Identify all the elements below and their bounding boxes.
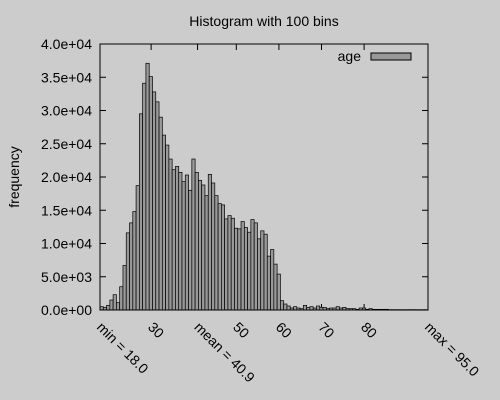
histogram-bar bbox=[217, 203, 222, 311]
histogram-bar bbox=[109, 299, 114, 311]
histogram-bar bbox=[181, 181, 186, 311]
histogram-bar bbox=[224, 218, 229, 311]
histogram-bar bbox=[280, 300, 285, 311]
histogram-bar bbox=[171, 169, 176, 311]
histogram-bar bbox=[148, 76, 153, 311]
histogram-bar bbox=[263, 233, 268, 311]
histogram-bar bbox=[175, 166, 180, 311]
plot-frame bbox=[99, 43, 429, 311]
histogram-bar bbox=[191, 158, 196, 311]
histogram-bar bbox=[276, 273, 281, 311]
histogram-bar bbox=[152, 91, 157, 311]
histogram-bar bbox=[250, 219, 255, 311]
histogram-bar bbox=[207, 173, 212, 311]
x-tick-label: 30 bbox=[145, 319, 167, 341]
histogram-bar bbox=[234, 227, 239, 311]
x-tick-label: 70 bbox=[315, 319, 337, 341]
histogram-bar bbox=[168, 158, 173, 311]
histogram-bar bbox=[194, 171, 199, 311]
x-tick-label: 80 bbox=[358, 319, 380, 341]
chart-title: Histogram with 100 bins bbox=[189, 13, 338, 29]
histogram-bar bbox=[116, 302, 121, 311]
histogram-bar bbox=[211, 182, 216, 311]
histogram-bar bbox=[158, 116, 163, 311]
histogram-bar bbox=[253, 222, 258, 311]
histogram-bar bbox=[142, 82, 147, 311]
x-tick-label: 50 bbox=[230, 319, 252, 341]
x-tick-label: max = 95.0 bbox=[422, 319, 483, 380]
y-tick-label: 3.0e+04 bbox=[41, 103, 92, 119]
histogram-bar bbox=[184, 174, 189, 311]
histogram-bar bbox=[247, 231, 252, 311]
y-tick-label: 5.0e+03 bbox=[41, 269, 92, 285]
y-axis: 0.0e+00 5.0e+03 1.0e+04 1.5e+04 2.0e+04 2.5e+… bbox=[41, 36, 428, 318]
histogram-bar bbox=[129, 222, 134, 311]
histogram-bar bbox=[273, 263, 278, 311]
histogram-bar bbox=[122, 265, 127, 311]
histogram-bar bbox=[145, 62, 150, 311]
x-tick-label: 60 bbox=[273, 319, 295, 341]
histogram-bar bbox=[165, 144, 170, 311]
histogram-bar bbox=[188, 189, 193, 311]
y-tick-label: 1.0e+04 bbox=[41, 236, 92, 252]
histogram-bar bbox=[214, 195, 219, 311]
y-tick-label: 2.0e+04 bbox=[41, 169, 92, 185]
histogram-bar bbox=[230, 217, 235, 311]
histogram-bar bbox=[286, 305, 291, 311]
histogram-bar bbox=[155, 101, 160, 311]
histogram-bar bbox=[112, 294, 117, 311]
histogram-bar bbox=[135, 185, 140, 311]
histogram-bar bbox=[227, 215, 232, 311]
histogram-bar bbox=[237, 228, 242, 311]
y-tick-label: 2.5e+04 bbox=[41, 136, 92, 152]
y-axis-label: frequency bbox=[6, 146, 22, 207]
histogram-bar bbox=[201, 184, 206, 311]
histogram-bar bbox=[266, 255, 271, 311]
histogram-bars bbox=[99, 62, 429, 311]
histogram-bar bbox=[106, 304, 111, 311]
histogram-bar bbox=[119, 286, 124, 311]
histogram-bar bbox=[240, 221, 245, 311]
legend-swatch bbox=[370, 52, 412, 61]
histogram-bar bbox=[198, 179, 203, 311]
histogram-bar bbox=[283, 303, 288, 311]
histogram-bar bbox=[125, 232, 130, 311]
histogram-bar bbox=[260, 230, 265, 311]
histogram-bar bbox=[316, 305, 321, 311]
y-tick-label: 4.0e+04 bbox=[41, 36, 92, 52]
histogram-bar bbox=[243, 227, 248, 311]
histogram-bar bbox=[178, 171, 183, 311]
histogram-bar bbox=[204, 195, 209, 311]
x-tick-label: min = 18.0 bbox=[94, 319, 152, 377]
histogram-bar bbox=[270, 249, 275, 311]
histogram-bar bbox=[303, 304, 307, 311]
y-tick-label: 1.5e+04 bbox=[41, 202, 92, 218]
histogram-bar bbox=[257, 238, 262, 311]
y-tick-label: 0.0e+00 bbox=[41, 302, 92, 318]
histogram-bar bbox=[139, 113, 143, 311]
histogram-bar bbox=[132, 211, 137, 311]
histogram-bar bbox=[161, 134, 166, 311]
histogram-bar bbox=[221, 204, 225, 311]
legend-label: age bbox=[338, 48, 362, 64]
y-tick-label: 3.5e+04 bbox=[41, 69, 92, 85]
legend: age bbox=[338, 48, 412, 64]
